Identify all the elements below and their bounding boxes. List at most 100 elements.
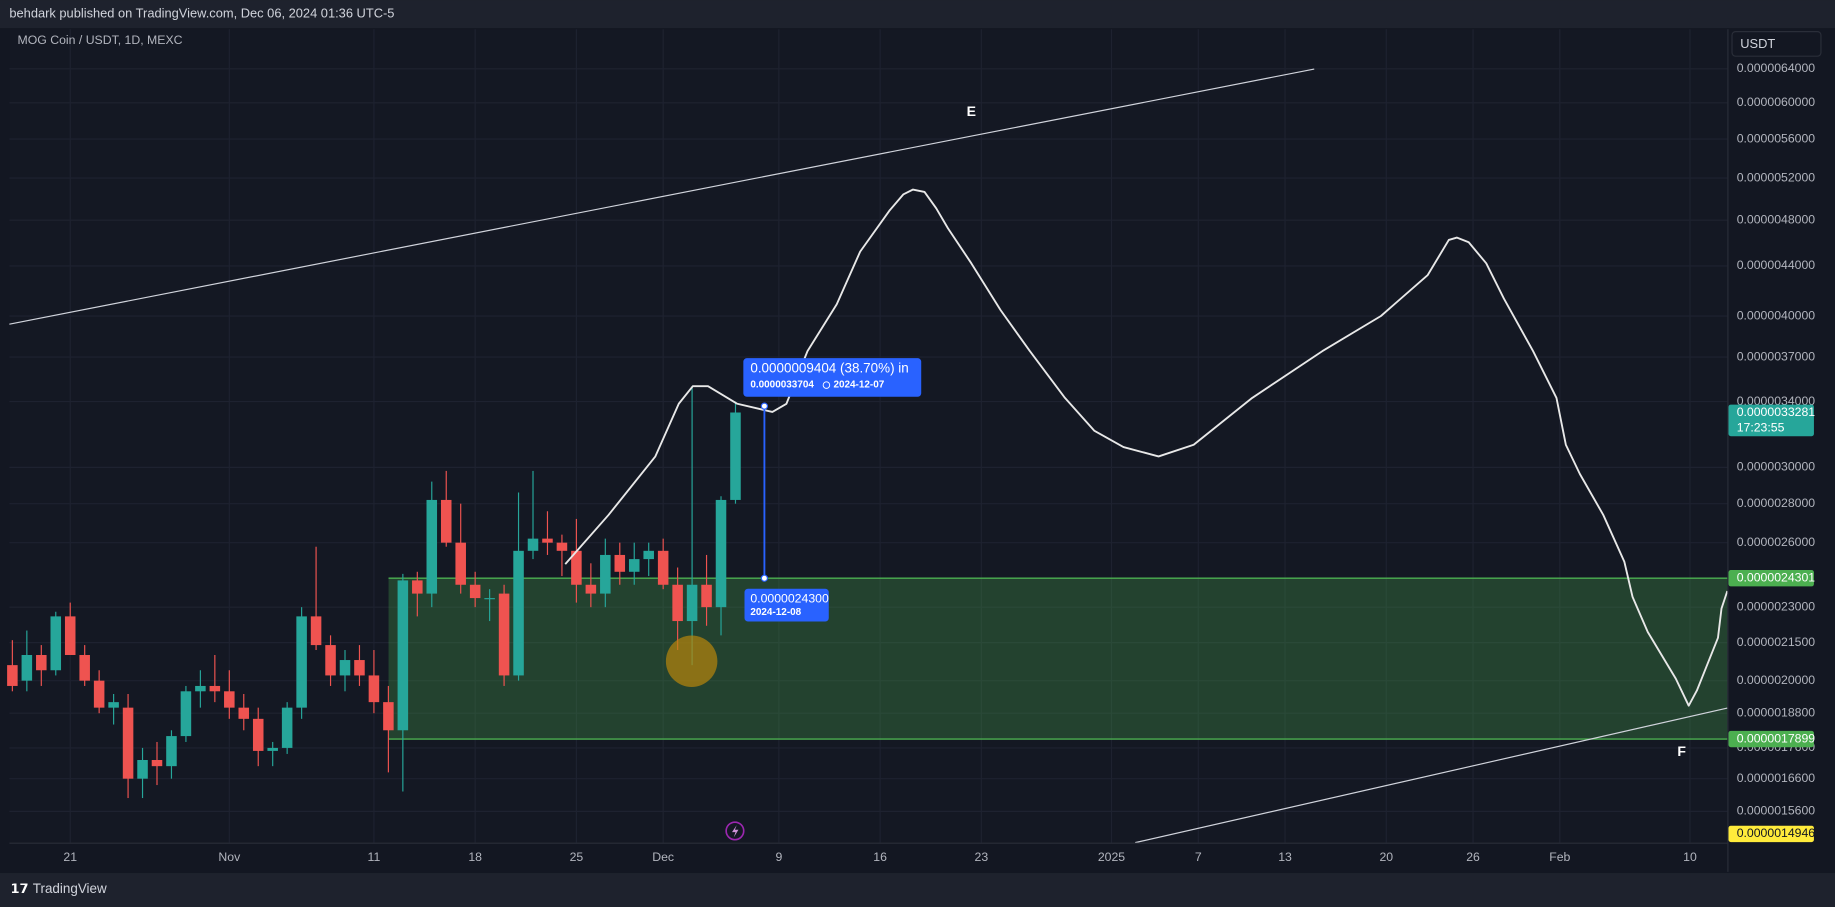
symbol-title: MOG Coin / USDT, 1D, MEXC (18, 33, 183, 47)
measure-end-point (760, 402, 769, 410)
plot-area (9, 29, 1728, 843)
candle-body (64, 616, 76, 656)
price-label: 0.0000017899 (1737, 731, 1816, 745)
candle-body (556, 542, 568, 551)
x-tick-label: 2025 (1098, 850, 1125, 864)
footer-brand: TradingView (33, 881, 107, 896)
y-tick-label: 0.0000064000 (1737, 61, 1816, 75)
trendline-f (1135, 707, 1728, 844)
x-tick-label: 21 (63, 850, 77, 864)
event-icon-bolt (732, 825, 739, 838)
candle-body (426, 499, 438, 594)
grid (9, 29, 1728, 843)
zone-fill (388, 578, 1728, 740)
candle-body (701, 584, 712, 608)
candle-body (325, 645, 336, 676)
candle-body (281, 707, 293, 748)
currency-label: USDT (1740, 36, 1775, 51)
header-text: behdark published on TradingView.com, De… (9, 5, 394, 20)
footer-logo: 𝟭𝟳 (11, 881, 29, 896)
y-tick-label: 0.0000028000 (1737, 496, 1816, 510)
candle-body (21, 655, 33, 681)
y-tick-label: 0.0000044000 (1737, 258, 1816, 272)
candle-body (715, 499, 727, 608)
measure-end-date: 2024-12-07 (833, 380, 884, 391)
y-tick-label: 0.0000018800 (1737, 705, 1816, 719)
candle-body (469, 584, 481, 599)
candle-body (93, 680, 105, 708)
candle-body (137, 760, 148, 779)
x-tick-label: 16 (873, 850, 887, 864)
measure-box (743, 358, 922, 397)
x-tick-label: 9 (775, 850, 782, 864)
candle-body (527, 538, 539, 551)
price-label-box (1728, 404, 1814, 437)
x-tick-label: Feb (1549, 850, 1570, 864)
candle-body (108, 702, 119, 708)
measure-tool: 0.0000009404 (38.70%) in 0.0000033704 2024… (743, 358, 922, 622)
candle-body (296, 616, 307, 708)
y-tick-label: 0.0000048000 (1737, 212, 1816, 226)
y-tick-label: 0.0000037000 (1737, 349, 1816, 363)
candle-body (455, 542, 466, 585)
candle-body (657, 550, 669, 585)
candle-body (36, 655, 47, 671)
x-tick-label: 18 (468, 850, 482, 864)
candle-body (7, 665, 18, 686)
candle-body (209, 685, 221, 692)
y-tick-label: 0.0000060000 (1737, 95, 1816, 109)
x-tick-label: 23 (975, 850, 989, 864)
price-label-box (1728, 825, 1814, 843)
candle-body (122, 707, 134, 779)
candle-body (628, 559, 640, 572)
candle-body (643, 550, 654, 560)
candle-body (151, 760, 163, 767)
x-tick-label: 26 (1466, 850, 1480, 864)
measure-change: 0.0000009404 (38.70%) in (750, 360, 908, 375)
candles (7, 386, 741, 799)
candle-body (600, 554, 611, 594)
candle-body (585, 584, 597, 594)
currency-box[interactable] (1731, 31, 1822, 57)
x-tick-label: 7 (1195, 850, 1202, 864)
measure-start-date: 2024-12-08 (750, 607, 801, 618)
x-tick-label: 10 (1683, 850, 1697, 864)
highlight-circle (665, 635, 718, 687)
candle-body (484, 598, 495, 600)
candle-body (368, 675, 380, 703)
candle-body (310, 616, 322, 646)
y-tick-label: 0.0000016600 (1737, 771, 1816, 785)
candle-body (267, 747, 278, 751)
y-tick-label: 0.0000015600 (1737, 804, 1816, 818)
price-label: 0.0000014946 (1737, 826, 1816, 840)
candle-body (686, 584, 698, 622)
y-tick-label: 0.0000023000 (1737, 599, 1816, 613)
price-label: 0.0000033281 (1737, 405, 1816, 419)
annotation-e: E (967, 103, 976, 119)
x-tick-label: 20 (1379, 850, 1393, 864)
trendline-e (9, 68, 1315, 325)
candle-body (252, 718, 264, 751)
x-tick-label: 11 (368, 850, 381, 864)
axes: 0.0000064000 0.0000060000 0.0000056000 0.00… (63, 61, 1815, 864)
x-tick-label: 13 (1278, 850, 1292, 864)
y-tick-label: 0.0000040000 (1737, 308, 1816, 322)
candle-body (672, 584, 683, 622)
x-tick-label: 25 (570, 850, 584, 864)
candle-body (354, 660, 365, 676)
footer-bar (0, 873, 1835, 907)
y-tick-label: 0.0000034000 (1737, 394, 1816, 408)
candle-body (339, 660, 351, 676)
y-tick-label: 0.0000030000 (1737, 460, 1816, 474)
candle-body (224, 691, 235, 708)
event-icon[interactable] (725, 821, 745, 841)
y-tick-label: 0.0000052000 (1737, 170, 1816, 184)
candle-body (498, 593, 510, 676)
y-tick-label: 0.0000056000 (1737, 131, 1816, 145)
candle-body (238, 707, 250, 719)
x-tick-label: Nov (218, 850, 241, 864)
price-label-box (1728, 730, 1814, 748)
candle-body (180, 691, 192, 737)
candle-body (513, 550, 524, 676)
